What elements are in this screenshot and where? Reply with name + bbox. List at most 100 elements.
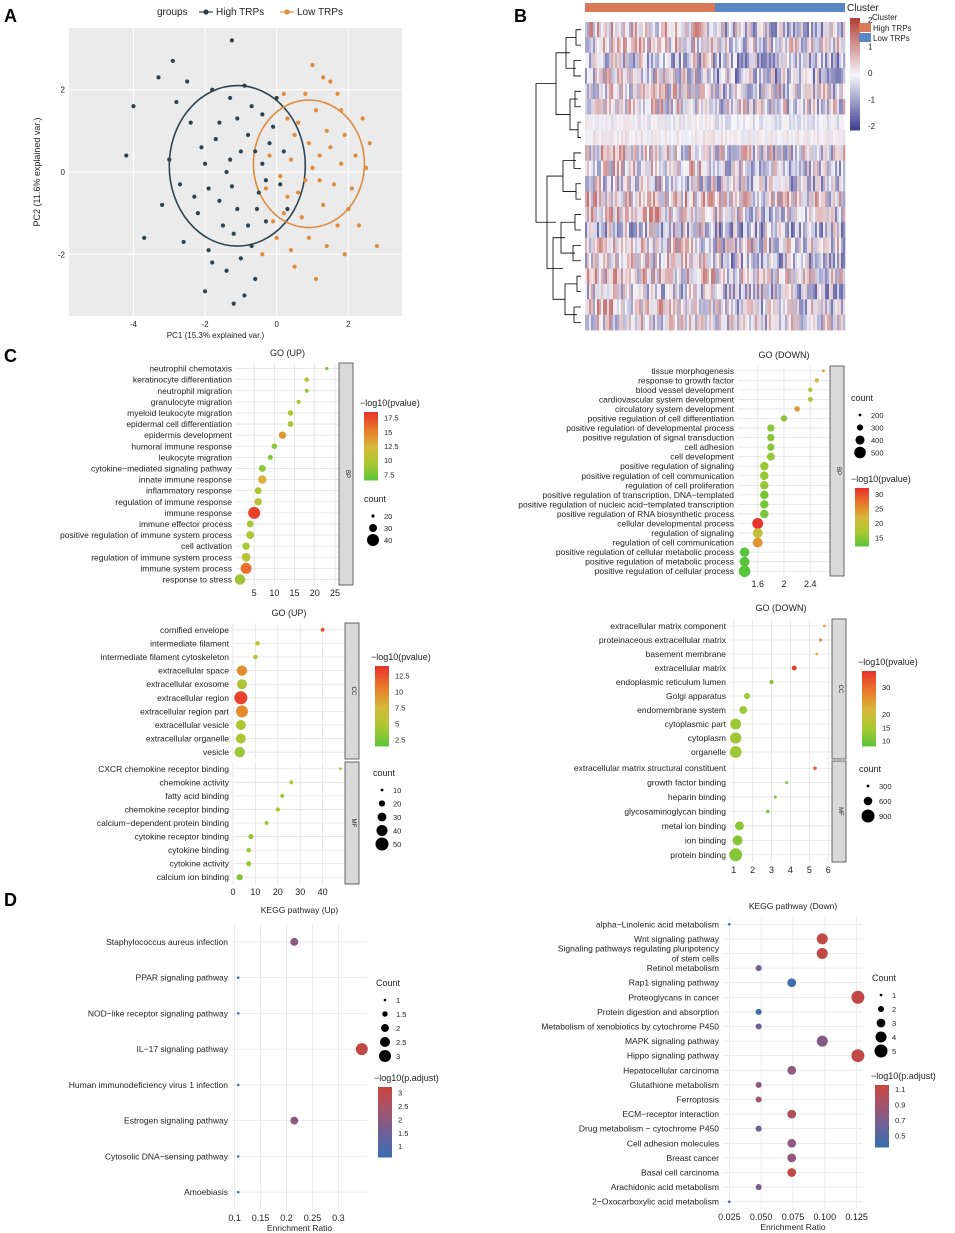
heatmap-cell: [617, 314, 620, 331]
heatmap-cell: [611, 68, 614, 84]
heatmap-cell: [777, 206, 780, 223]
d2-category-label: Basal cell carcinoma: [641, 1168, 719, 1178]
heatmap-cell: [825, 253, 828, 269]
d2-colorbar-step: [875, 1118, 889, 1121]
heatmap-cell: [613, 314, 616, 331]
heatmap-cell: [659, 160, 662, 177]
heatmap-cell: [605, 99, 608, 115]
pca-high-point: [224, 268, 229, 273]
heatmap-cell: [675, 22, 678, 38]
heatmap-cell: [765, 37, 768, 54]
heatmap-cell: [669, 114, 672, 131]
heatmap-cell: [663, 237, 666, 254]
heatmap-cell: [623, 99, 626, 115]
c2-colorbar-step: [855, 540, 869, 543]
heatmap-cell: [827, 83, 830, 100]
c3-dot: [255, 641, 260, 646]
heatmap-cell: [773, 206, 776, 223]
heatmap-cell: [705, 83, 708, 100]
heatmap-cell: [657, 22, 660, 38]
heatmap-cell: [613, 52, 616, 69]
heatmap-cell: [701, 299, 704, 315]
heatmap-cell: [667, 206, 670, 223]
heatmap-cell: [741, 237, 744, 254]
heatmap-cell: [653, 176, 656, 192]
heatmap-cell: [829, 160, 832, 177]
heatmap-cell: [841, 83, 844, 100]
heatmap-cell: [785, 176, 788, 192]
pca-x-tick-label: 0: [274, 320, 279, 329]
heatmap-cell: [607, 99, 610, 115]
heatmap-cell: [687, 52, 690, 69]
heatmap-cell: [645, 314, 648, 331]
heatmap-cell: [749, 129, 752, 146]
heatmap-cell: [691, 68, 694, 84]
heatmap-cell: [597, 22, 600, 38]
heatmap-cell: [633, 114, 636, 131]
heatmap-cell: [703, 160, 706, 177]
heatmap-cell: [603, 314, 606, 331]
d1-x-tick-label: 0.3: [332, 1213, 345, 1223]
heatmap-cell: [789, 22, 792, 38]
heatmap-cell: [779, 68, 782, 84]
heatmap-cell: [695, 68, 698, 84]
heatmap-cell: [809, 114, 812, 131]
d2-dot: [787, 1153, 797, 1163]
heatmap-cell: [789, 314, 792, 331]
heatmap-cell: [595, 68, 598, 84]
heatmap-cell: [773, 314, 776, 331]
heatmap-cell: [683, 83, 686, 100]
heatmap-cell: [841, 145, 844, 161]
heatmap-cell: [823, 114, 826, 131]
heatmap-cell: [629, 99, 632, 115]
heatmap-cell: [805, 129, 808, 146]
heatmap-cell: [635, 83, 638, 100]
heatmap-cell: [841, 114, 844, 131]
heatmap-cell: [715, 129, 718, 146]
heatmap-cell: [819, 52, 822, 69]
heatmap-cell: [795, 299, 798, 315]
heatmap-cell: [587, 114, 590, 131]
heatmap-cell: [615, 222, 618, 238]
d2-colorbar-step: [875, 1138, 889, 1142]
heatmap-cell: [595, 22, 598, 38]
heatmap-cell: [741, 68, 744, 84]
heatmap-cell: [683, 253, 686, 269]
heatmap-cell: [801, 37, 804, 54]
heatmap-cell: [625, 314, 628, 331]
heatmap-cell: [669, 160, 672, 177]
heatmap-cell: [697, 253, 700, 269]
heatmap-cell: [713, 114, 716, 131]
heatmap-cell: [781, 160, 784, 177]
heatmap-cell: [705, 176, 708, 192]
d1-size-legend-dot: [379, 1036, 391, 1048]
heatmap-cell: [677, 237, 680, 254]
heatmap-cell: [827, 237, 830, 254]
heatmap-cell: [821, 253, 824, 269]
c1-category-label: myeloid leukocyte migration: [127, 408, 232, 418]
c2-dot: [780, 415, 788, 422]
heatmap-cell: [679, 160, 682, 177]
heatmap-cell: [727, 114, 730, 131]
heatmap-cell: [649, 160, 652, 177]
heatmap-cell: [739, 299, 742, 315]
heatmap-cell: [625, 22, 628, 38]
heatmap-cell: [823, 222, 826, 238]
c1-dot: [258, 464, 266, 472]
heatmap-cell: [761, 129, 764, 146]
c4-colorbar-step: [862, 693, 876, 697]
heatmap-cell: [759, 283, 762, 300]
heatmap-cell: [753, 68, 756, 84]
c2-facet-strip-label: BP: [835, 467, 841, 475]
c1-category-label: inflammatory response: [146, 486, 232, 496]
heatmap-cell: [679, 206, 682, 223]
heatmap-cell: [657, 314, 660, 331]
heatmap-cell: [645, 160, 648, 177]
heatmap-cell: [637, 22, 640, 38]
heatmap-cell: [749, 299, 752, 315]
heatmap-cell: [743, 52, 746, 69]
heatmap-cell: [619, 299, 622, 315]
heatmap-cell: [691, 37, 694, 54]
heatmap-cell: [791, 268, 794, 285]
heatmap-cell: [821, 299, 824, 315]
